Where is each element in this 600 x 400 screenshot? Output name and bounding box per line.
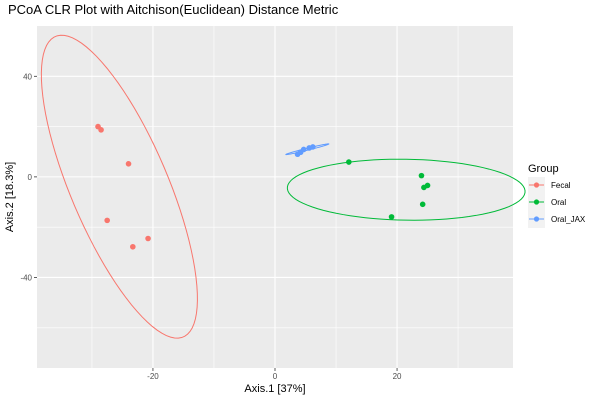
point-oral [388, 214, 395, 220]
x-tick-label: -20 [147, 372, 159, 381]
x-tick-label: 0 [273, 372, 278, 381]
x-axis-ticks: -20 0 20 [147, 368, 402, 381]
y-axis-ticks: -40 0 40 [20, 72, 37, 282]
y-tick-label: -40 [20, 273, 32, 282]
confidence-ellipses [40, 34, 526, 339]
legend-label: Fecal [551, 181, 571, 190]
x-axis-title: Axis.1 [37%] [244, 383, 305, 395]
legend-title: Group [528, 163, 559, 175]
y-tick-label: 0 [28, 173, 33, 182]
point-oral-jax [310, 144, 316, 150]
point-oral [418, 172, 425, 179]
point-fecal [130, 243, 136, 250]
major-gridlines [37, 26, 513, 368]
ellipse-oral-jax [285, 143, 330, 156]
chart-title: PCoA CLR Plot with Aitchison(Euclidean) … [8, 2, 339, 17]
legend-label: Oral_JAX [551, 215, 586, 224]
ellipse-fecal [40, 34, 198, 339]
data-points [95, 123, 431, 250]
point-oral [421, 184, 427, 191]
legend-point [533, 182, 540, 188]
y-tick-label: 40 [23, 72, 32, 81]
ellipse-oral [286, 158, 526, 221]
legend-point [533, 216, 540, 222]
legend-label: Oral [551, 198, 566, 207]
point-fecal [104, 217, 110, 224]
y-axis-title: Axis.2 [18.3%] [4, 162, 16, 232]
point-oral [346, 159, 352, 165]
point-fecal [145, 235, 151, 242]
legend-point [533, 199, 540, 205]
point-oral-jax [300, 146, 307, 153]
point-fecal [98, 127, 104, 133]
x-tick-label: 20 [393, 372, 402, 381]
point-oral [419, 201, 426, 208]
point-fecal [125, 161, 132, 167]
legend: Group Fecal Oral Oral_JAX [528, 163, 586, 228]
